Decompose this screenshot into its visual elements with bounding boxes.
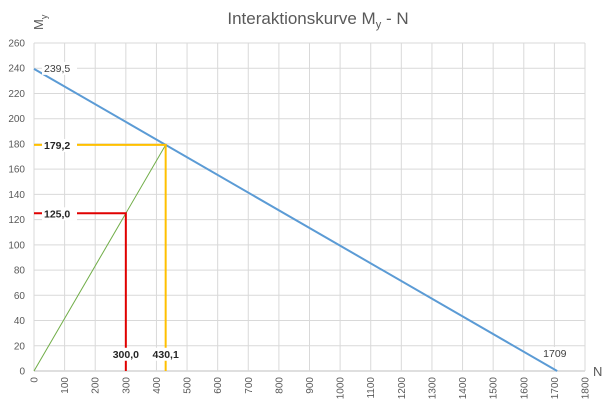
y-tick-label: 60 [14, 291, 26, 302]
data-label: 125,0 [44, 208, 70, 220]
x-tick-label: 1500 [489, 377, 500, 400]
x-tick-label: 0 [30, 377, 41, 383]
data-label-bg [42, 207, 77, 221]
y-axis-label: My [31, 14, 49, 30]
y-tick-label: 180 [8, 139, 25, 150]
y-tick-label: 100 [8, 240, 25, 251]
x-tick-label: 200 [91, 377, 102, 394]
x-axis-label: N [593, 364, 602, 379]
series-line [34, 143, 167, 371]
x-tick-label: 600 [213, 377, 224, 394]
x-tick-label: 500 [183, 377, 194, 394]
data-label: 430,1 [153, 349, 179, 361]
x-tick-label: 100 [60, 377, 71, 394]
y-tick-label: 200 [8, 114, 25, 125]
x-tick-label: 1000 [336, 377, 347, 400]
y-tick-label: 120 [8, 215, 25, 226]
y-tick-label: 0 [19, 367, 25, 378]
x-tick-label: 1600 [519, 377, 530, 400]
x-tick-label: 400 [152, 377, 163, 394]
data-label-bg [42, 138, 77, 152]
y-tick-label: 140 [8, 190, 25, 201]
data-label-bg [42, 61, 77, 75]
series-line [33, 67, 558, 372]
x-tick-label: 1300 [427, 377, 438, 400]
data-label: 239,5 [44, 63, 70, 75]
data-label-bg [108, 347, 144, 361]
x-tick-label: 1400 [458, 377, 469, 400]
x-tick-label: 1200 [397, 377, 408, 400]
data-label: 179,2 [44, 140, 70, 152]
x-tick-label: 700 [244, 377, 255, 394]
data-label: 1709 [543, 348, 567, 360]
x-tick-label: 900 [305, 377, 316, 394]
x-tick-label: 800 [274, 377, 285, 394]
y-tick-label: 260 [8, 39, 25, 50]
y-tick-label: 240 [8, 64, 25, 75]
y-tick-label: 80 [14, 266, 26, 277]
chart-title: Interaktionskurve My - N [227, 9, 408, 31]
data-label-bg [541, 347, 570, 360]
x-tick-label: 1800 [581, 377, 592, 400]
x-tick-label: 1100 [366, 377, 377, 399]
data-label-bg [148, 347, 184, 361]
y-tick-label: 160 [8, 165, 25, 176]
y-tick-label: 40 [14, 316, 26, 327]
series-line [33, 144, 167, 372]
x-tick-label: 300 [121, 377, 132, 394]
y-tick-label: 20 [14, 341, 26, 352]
x-tick-label: 1700 [550, 377, 561, 400]
data-label: 300,0 [113, 349, 139, 361]
y-tick-label: 220 [8, 89, 25, 100]
